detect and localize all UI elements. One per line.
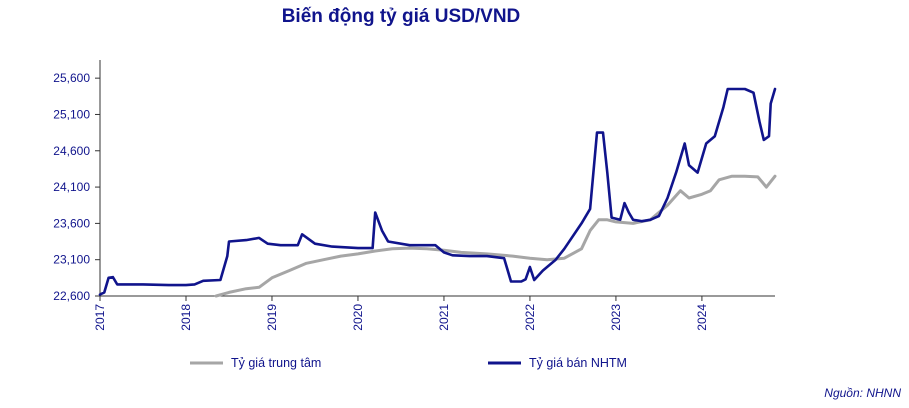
series-line-bank-rate — [98, 87, 777, 296]
legend-label: Tỷ giá bán NHTM — [529, 356, 627, 370]
x-tick-label: 2021 — [437, 304, 451, 331]
x-tick-label: 2022 — [523, 304, 537, 331]
legend: Tỷ giá trung tâm Tỷ giá bán NHTM — [190, 356, 627, 370]
x-axis: 2017 2018 2019 2020 2021 2022 2023 2024 — [93, 295, 775, 331]
y-tick-label: 24,100 — [53, 180, 90, 194]
series-lines — [98, 87, 777, 298]
y-tick-label: 24,600 — [53, 144, 90, 158]
series-line-central-rate — [214, 174, 777, 298]
y-tick-label: 23,100 — [53, 253, 90, 267]
y-tick-label: 22,600 — [53, 289, 90, 303]
legend-label: Tỷ giá trung tâm — [231, 356, 321, 370]
x-tick-label: 2017 — [93, 304, 107, 331]
x-tick-label: 2024 — [695, 304, 709, 331]
x-tick-label: 2020 — [351, 304, 365, 331]
source-note: Nguồn: NHNN — [824, 386, 901, 400]
y-tick-label: 25,600 — [53, 71, 90, 85]
x-tick-label: 2018 — [179, 304, 193, 331]
chart-title: Biến động tỷ giá USD/VND — [281, 6, 521, 27]
y-axis: 22,600 23,100 23,600 24,100 24,600 25,100 25,6… — [53, 60, 101, 303]
y-tick-label: 23,600 — [53, 216, 90, 230]
y-tick-label: 25,100 — [53, 107, 90, 121]
x-tick-label: 2023 — [609, 304, 623, 331]
x-tick-label: 2019 — [265, 304, 279, 331]
